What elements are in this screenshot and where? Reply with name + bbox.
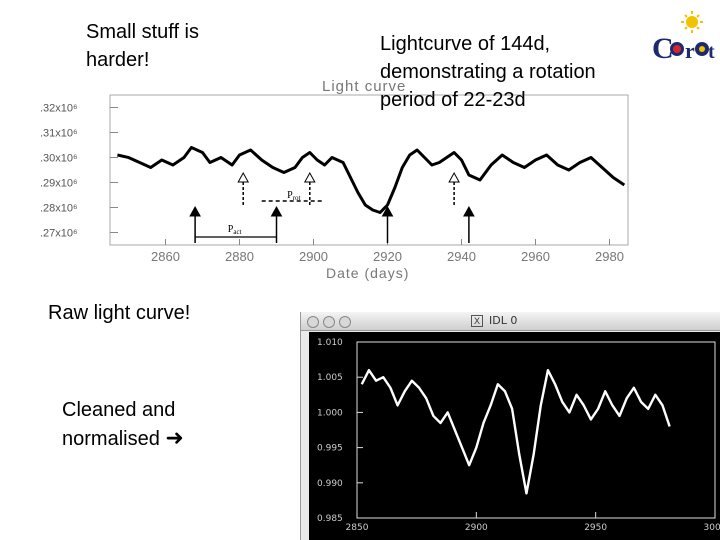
chart1-ytick-label: .30x10⁶ <box>40 153 78 165</box>
sun-icon <box>681 11 703 33</box>
rotation-marker-arrow <box>237 171 250 183</box>
chart2-xtick-label: 2900 <box>465 523 488 533</box>
chart2-ytick-label: 0.995 <box>317 444 343 454</box>
chart1-title: Light curve <box>322 78 406 95</box>
chart1-xtick-label: 2940 <box>447 249 476 264</box>
chart2-ytick-label: 1.005 <box>317 373 343 383</box>
idl-window[interactable]: X IDL 0 0.985 0.990 0.995 1.000 1.005 1.010 2… <box>300 312 720 540</box>
close-window-button[interactable] <box>307 316 319 328</box>
chart2-xtick-label: 2950 <box>584 523 607 533</box>
chart1-xtick-label: 2960 <box>521 249 550 264</box>
svg-text:C: C <box>652 32 674 65</box>
svg-text:t: t <box>708 41 715 63</box>
idl-window-title: IDL 0 <box>489 314 518 327</box>
x11-icon: X <box>471 315 483 327</box>
chart1-ytick-label: .32x10⁶ <box>40 103 78 115</box>
zoom-window-button[interactable] <box>339 316 351 328</box>
normalised-light-curve-chart: 0.985 0.990 0.995 1.000 1.005 1.010 2850 2900 2… <box>309 332 720 540</box>
activity-marker-arrow <box>270 205 283 217</box>
activity-marker-arrow <box>381 205 394 217</box>
chart1-xtick-label: 2920 <box>373 249 402 264</box>
rotation-marker-arrow <box>448 171 460 183</box>
chart2-ytick-label: 1.010 <box>317 338 343 348</box>
chart1-xtick-label: 2900 <box>299 249 328 264</box>
chart2-series-line <box>360 368 671 495</box>
chart1-plot-frame <box>109 94 629 246</box>
raw-light-curve-chart: Light curve .27x10⁶ .28x10⁶ .29x10⁶ .30x10⁶… <box>40 78 629 281</box>
chart2-plot-frame <box>356 341 716 519</box>
rotation-marker-arrow <box>303 171 316 183</box>
p-act-label: Pact <box>228 224 242 236</box>
chart2-ytick-label: 0.985 <box>317 514 343 524</box>
lightcurve-description: Lightcurve of 144d, demonstrating a rota… <box>380 33 596 111</box>
chart1-xtick-label: 2860 <box>151 249 180 264</box>
chart2-ytick-label: 1.000 <box>317 408 343 418</box>
idl-titlebar[interactable]: X IDL 0 <box>301 312 720 331</box>
chart1-ytick-label: .28x10⁶ <box>40 203 78 215</box>
chart2-xtick-label: 2850 <box>346 523 369 533</box>
chart1-series-line <box>117 146 626 214</box>
right-arrow-icon: ➜ <box>165 425 184 450</box>
p-rot-label: Prot <box>287 190 300 202</box>
chart1-ytick-label: .27x10⁶ <box>40 228 78 240</box>
raw-light-curve-label: Raw light curve! <box>48 302 191 324</box>
cleaned-text: Cleaned and normalised <box>62 399 176 450</box>
activity-marker-arrow <box>463 205 475 217</box>
chart2-xtick-label: 3000 <box>704 523 720 533</box>
activity-marker-arrow <box>189 205 201 217</box>
chart1-xlabel: Date (days) <box>326 265 409 281</box>
chart2-ytick-label: 0.990 <box>317 479 343 489</box>
chart1-ytick-label: .29x10⁶ <box>40 178 78 190</box>
chart1-xtick-label: 2980 <box>595 249 624 264</box>
minimize-window-button[interactable] <box>323 316 335 328</box>
corot-logo: C r t <box>652 11 715 65</box>
chart1-xtick-label: 2880 <box>225 249 254 264</box>
small-stuff-text: Small stuff is harder! <box>86 21 199 71</box>
svg-text:r: r <box>685 38 695 63</box>
chart1-ytick-label: .31x10⁶ <box>40 128 78 140</box>
cleaned-normalised-label: Cleaned and normalised ➜ <box>62 396 232 453</box>
